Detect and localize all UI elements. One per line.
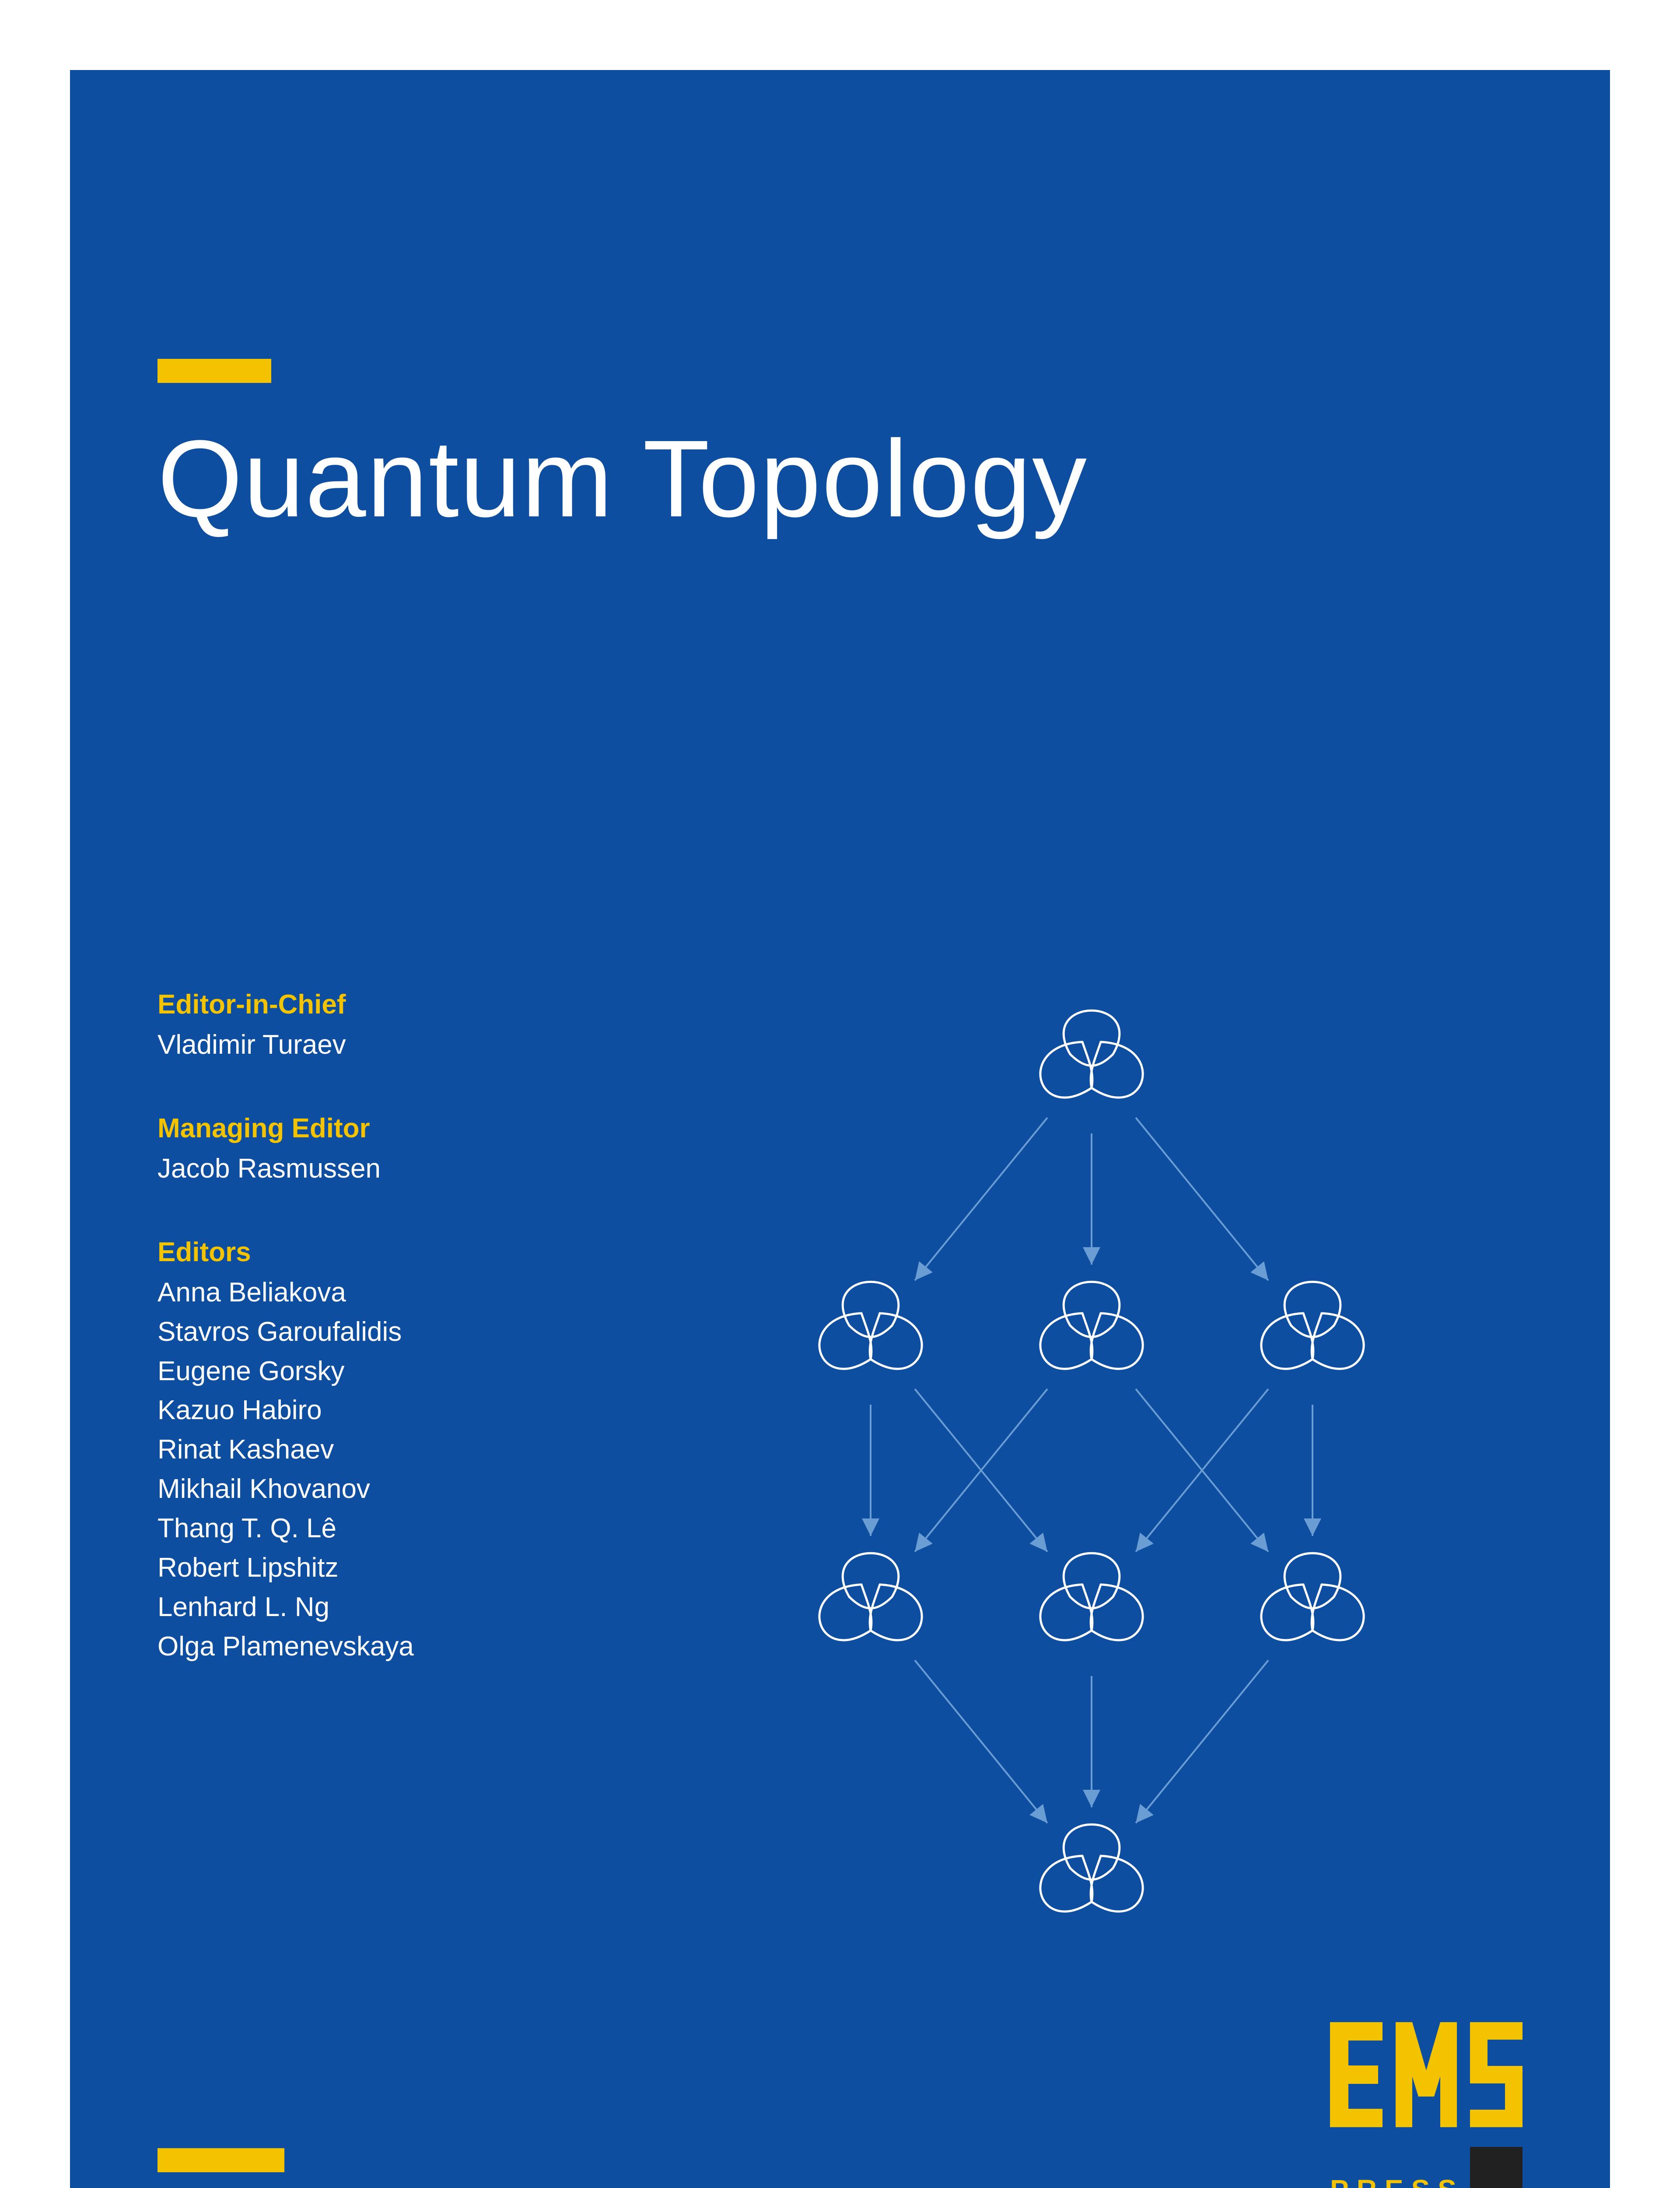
editor-name: Olga Plamenevskaya <box>158 1627 414 1666</box>
publisher-logo: PRESS <box>1330 2022 1522 2188</box>
editor-in-chief-label: Editor-in-Chief <box>158 989 414 1020</box>
accent-bar-top <box>158 359 271 383</box>
editor-in-chief-name: Vladimir Turaev <box>158 1025 414 1065</box>
managing-editor-block: Managing Editor Jacob Rasmussen <box>158 1113 414 1189</box>
knot-diagram <box>643 976 1540 1982</box>
journal-cover: Quantum Topology Editor-in-Chief Vladimi… <box>70 70 1610 2188</box>
editor-name: Thang T. Q. Lê <box>158 1509 414 1548</box>
managing-editor-name: Jacob Rasmussen <box>158 1149 414 1189</box>
managing-editor-label: Managing Editor <box>158 1113 414 1144</box>
editor-name: Kazuo Habiro <box>158 1391 414 1430</box>
editors-list: Anna BeliakovaStavros GaroufalidisEugene… <box>158 1273 414 1666</box>
editors-label: Editors <box>158 1237 414 1268</box>
editors-block: Editors Anna BeliakovaStavros Garoufalid… <box>158 1237 414 1666</box>
accent-bars-bottom <box>158 2148 284 2188</box>
editor-name: Rinat Kashaev <box>158 1430 414 1469</box>
editor-name: Robert Lipshitz <box>158 1548 414 1588</box>
editor-name: Lenhard L. Ng <box>158 1588 414 1627</box>
credits-block: Editor-in-Chief Vladimir Turaev Managing… <box>158 989 414 1715</box>
editor-name: Eugene Gorsky <box>158 1352 414 1391</box>
editor-name: Mikhail Khovanov <box>158 1469 414 1509</box>
accent-bar <box>158 2148 284 2172</box>
editor-name: Stavros Garoufalidis <box>158 1312 414 1352</box>
editor-name: Anna Beliakova <box>158 1273 414 1312</box>
journal-title: Quantum Topology <box>158 416 1088 541</box>
svg-text:PRESS: PRESS <box>1330 2174 1464 2188</box>
editor-in-chief-block: Editor-in-Chief Vladimir Turaev <box>158 989 414 1065</box>
